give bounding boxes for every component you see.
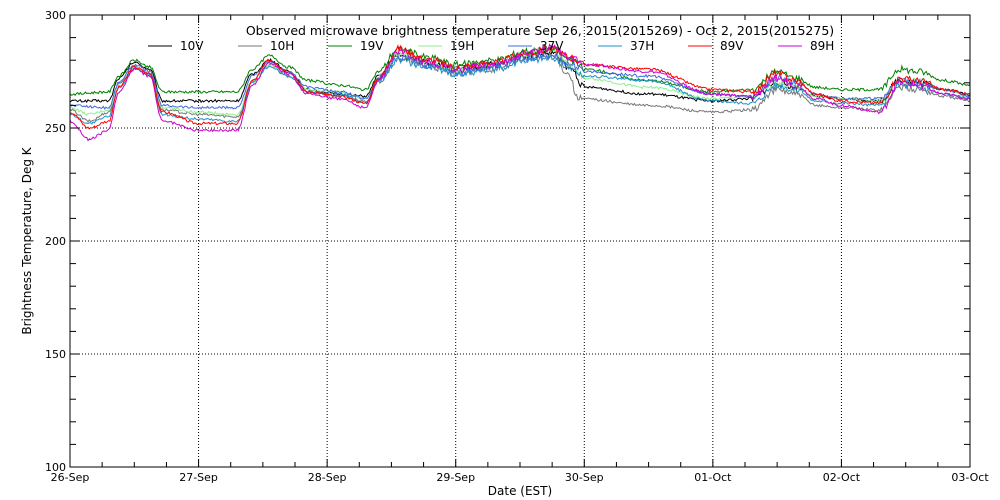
legend: 10V 10H 19V 19H 37V 37H 89V 89H: [148, 39, 834, 53]
legend-label-19H: 19H: [450, 39, 474, 53]
y-axis-label: Brightness Temperature, Deg K: [20, 146, 34, 334]
legend-label-10V: 10V: [180, 39, 204, 53]
legend-label-19V: 19V: [360, 39, 384, 53]
legend-label-37V: 37V: [540, 39, 564, 53]
legend-label-37H: 37H: [630, 39, 654, 53]
y-tick-label: 150: [45, 348, 66, 361]
y-tick-label: 300: [45, 9, 66, 22]
y-tick-label: 250: [45, 122, 66, 135]
y-tick-label: 200: [45, 235, 66, 248]
x-tick-label: 02-Oct: [823, 471, 861, 484]
x-tick-label: 03-Oct: [951, 471, 989, 484]
series-line-19V: [69, 44, 971, 97]
legend-label-10H: 10H: [270, 39, 294, 53]
series-lines: [69, 43, 971, 142]
x-tick-label: 30-Sep: [565, 471, 604, 484]
legend-label-89H: 89H: [810, 39, 834, 53]
x-tick-label: 27-Sep: [179, 471, 218, 484]
tick-labels: 100 150 200 250 300 26-Sep 27-Sep 28-Sep 29-Sep 3…: [45, 9, 989, 484]
x-tick-label: 26-Sep: [51, 471, 90, 484]
x-axis-label: Date (EST): [488, 484, 552, 498]
x-tick-label: 01-Oct: [694, 471, 732, 484]
chart-title: Observed microwave brightness temperatur…: [246, 23, 834, 38]
x-tick-label: 28-Sep: [308, 471, 347, 484]
x-tick-label: 29-Sep: [436, 471, 475, 484]
series-line-89H: [69, 43, 971, 142]
y-tick-label: 100: [45, 461, 66, 474]
axis-ticks: [69, 14, 971, 468]
legend-label-89V: 89V: [720, 39, 744, 53]
series-line-37H: [69, 53, 971, 125]
